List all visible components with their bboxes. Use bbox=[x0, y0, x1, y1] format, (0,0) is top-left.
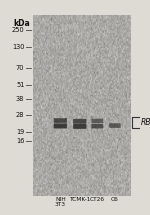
Text: 28: 28 bbox=[16, 112, 24, 118]
Text: CT26: CT26 bbox=[90, 197, 105, 202]
Text: 16: 16 bbox=[16, 138, 24, 144]
Text: RBM9: RBM9 bbox=[141, 118, 150, 127]
Text: 250: 250 bbox=[12, 27, 24, 33]
Text: 130: 130 bbox=[12, 44, 24, 50]
FancyBboxPatch shape bbox=[92, 119, 103, 123]
FancyBboxPatch shape bbox=[73, 124, 86, 129]
Text: 51: 51 bbox=[16, 81, 24, 88]
Text: 70: 70 bbox=[16, 65, 24, 71]
Text: 19: 19 bbox=[16, 129, 24, 135]
Text: kDa: kDa bbox=[14, 19, 30, 28]
Text: NIH
3T3: NIH 3T3 bbox=[55, 197, 66, 207]
FancyBboxPatch shape bbox=[92, 124, 103, 129]
Text: 38: 38 bbox=[16, 96, 24, 102]
Text: C6: C6 bbox=[111, 197, 119, 202]
Text: TCMK-1: TCMK-1 bbox=[69, 197, 90, 202]
FancyBboxPatch shape bbox=[109, 123, 121, 128]
FancyBboxPatch shape bbox=[54, 123, 67, 129]
FancyBboxPatch shape bbox=[73, 119, 86, 124]
FancyBboxPatch shape bbox=[54, 118, 67, 123]
